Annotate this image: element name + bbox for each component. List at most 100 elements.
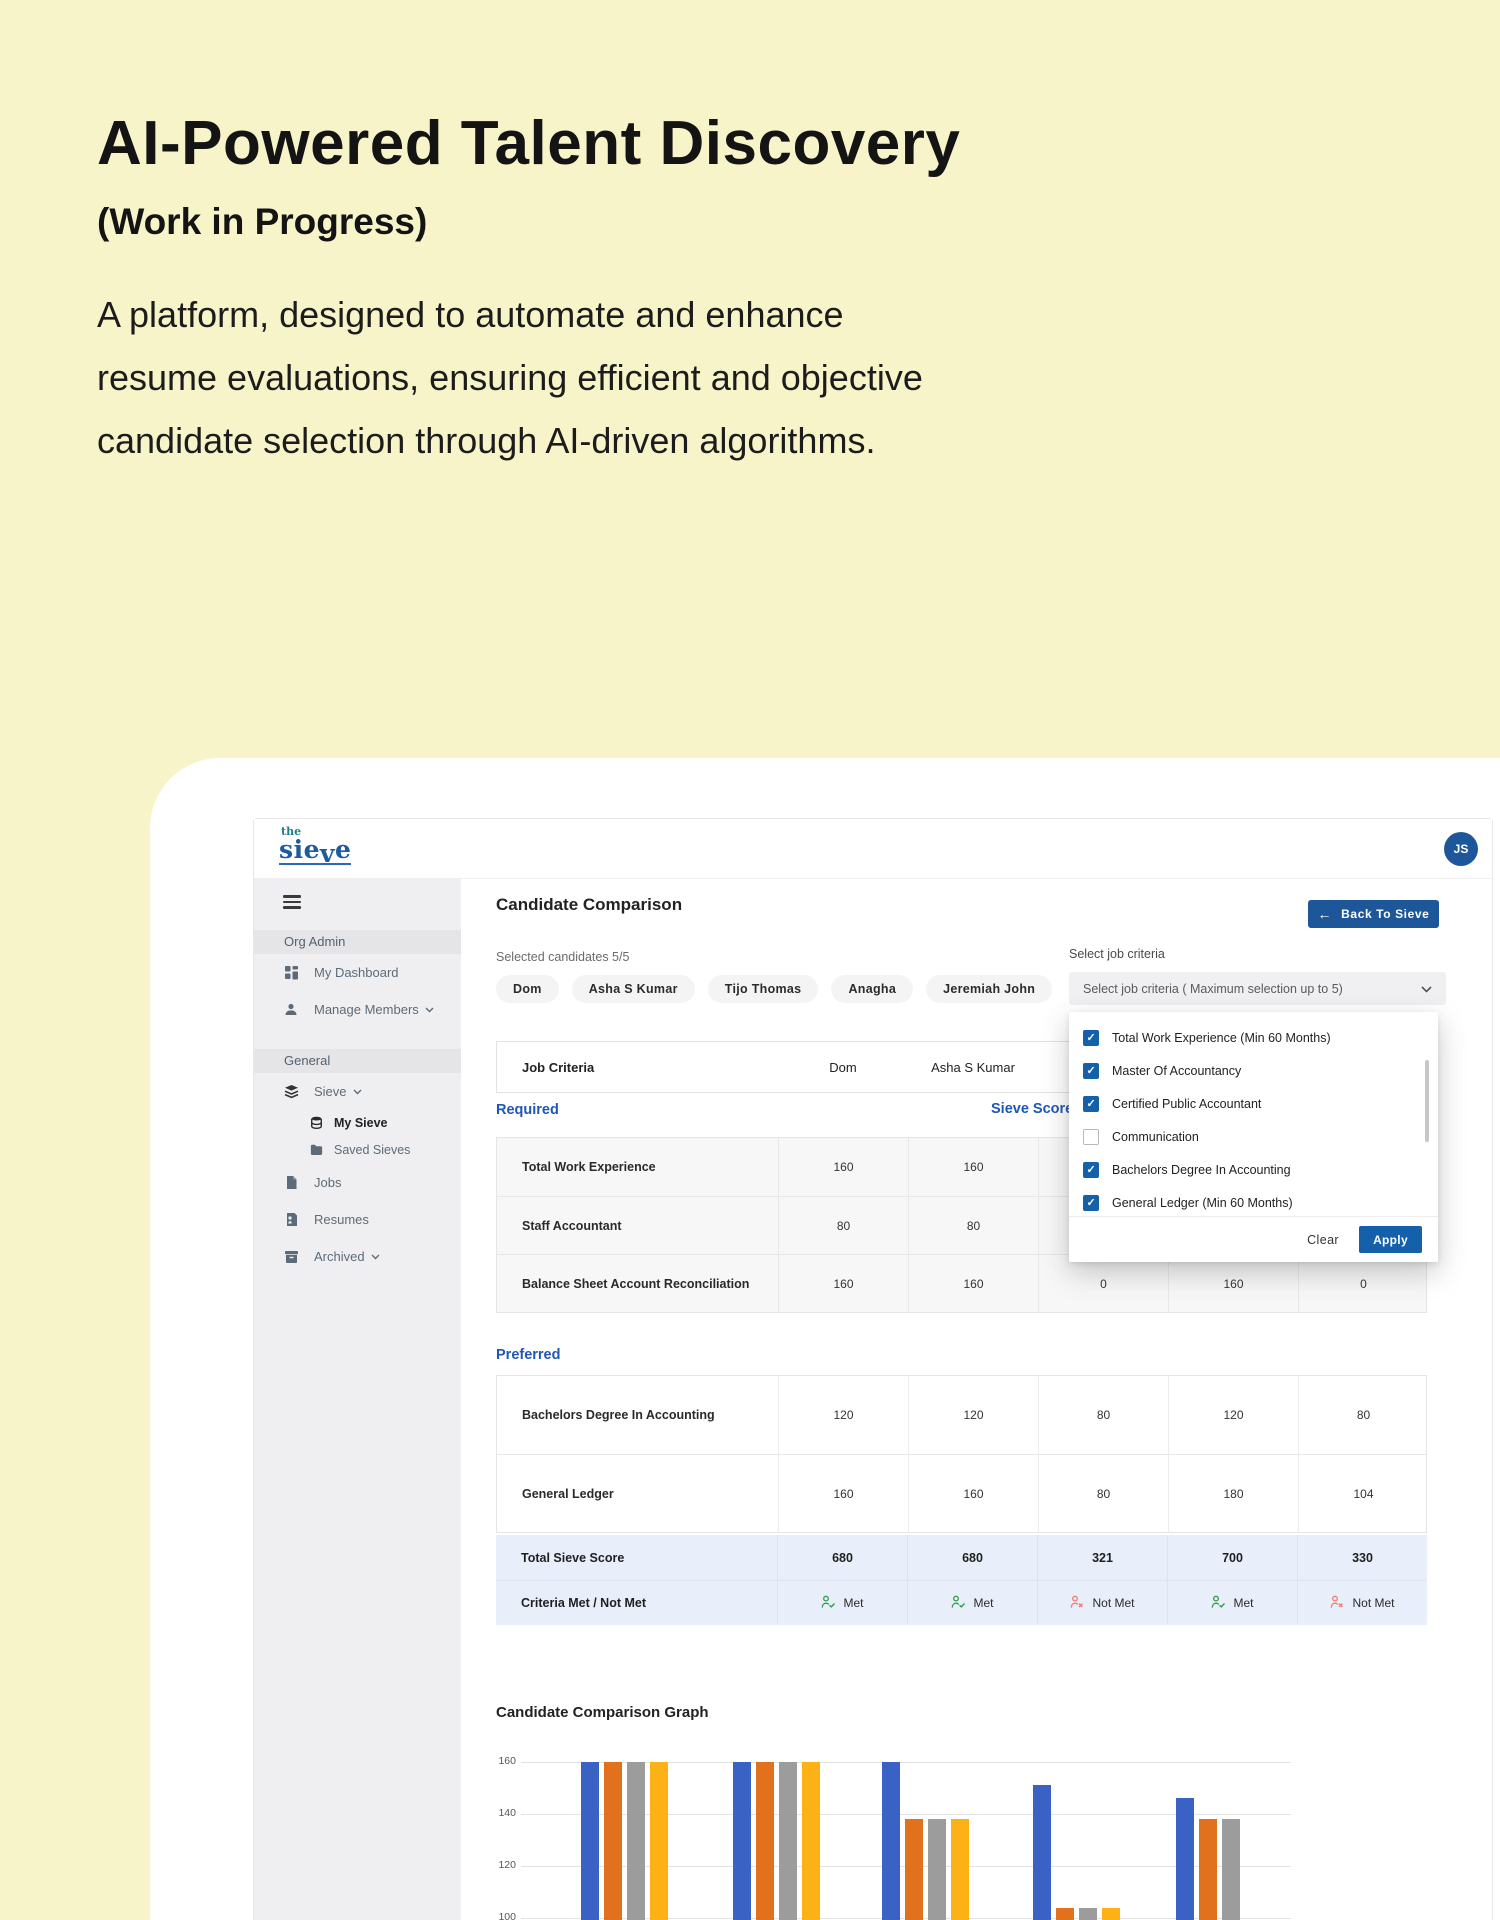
app-screenshot-card: the sieve JS Org Admin My Dashboard: [253, 818, 1493, 1920]
gridline: 160: [498, 1755, 1291, 1767]
bar-chart: 160 140 120 100: [496, 1744, 1427, 1920]
gridline: 140: [498, 1807, 1291, 1819]
bar-gray-group3: [928, 1819, 946, 1920]
bar-orange-group3: [905, 1819, 923, 1920]
dropdown-options: Total Work Experience (Min 60 Months) Ma…: [1069, 1012, 1438, 1219]
preferred-label: Preferred: [496, 1347, 561, 1363]
chevron-down-icon: [353, 1089, 362, 1095]
candidate-chip[interactable]: Jeremiah John: [926, 975, 1053, 1003]
apply-button[interactable]: Apply: [1359, 1226, 1422, 1253]
sidebar-item-label: Resumes: [314, 1211, 369, 1227]
job-criteria-select[interactable]: Select job criteria ( Maximum selection …: [1069, 972, 1446, 1005]
y-tick-label: 140: [498, 1807, 516, 1819]
candidate-chip[interactable]: Dom: [496, 975, 559, 1003]
status-badge: Met: [951, 1595, 994, 1612]
preferred-table: Bachelors Degree In Accounting 120 120 8…: [496, 1375, 1427, 1533]
criteria-met-row: Criteria Met / Not Met Met Met Not Met M…: [496, 1580, 1427, 1625]
bar-yellow-group1: [650, 1762, 668, 1920]
required-section-line: Required Sieve Score: [496, 1101, 1427, 1123]
bar-orange-group2: [756, 1762, 774, 1920]
candidate-chip[interactable]: Anagha: [831, 975, 914, 1003]
y-tick-label: 120: [498, 1859, 516, 1871]
sidebar-item-my-dashboard[interactable]: My Dashboard: [254, 954, 461, 991]
criteria-option-2[interactable]: Certified Public Accountant: [1083, 1087, 1438, 1120]
page-heading: Candidate Comparison: [496, 895, 683, 914]
chart-plot: [521, 1744, 1291, 1920]
chevron-down-icon: [425, 1007, 434, 1013]
criteria-option-5[interactable]: General Ledger (Min 60 Months): [1083, 1186, 1438, 1219]
criteria-option-3[interactable]: Communication: [1083, 1120, 1438, 1153]
hero-description: A platform, designed to automate and enh…: [97, 283, 1277, 472]
candidate-chip[interactable]: Asha S Kumar: [571, 975, 695, 1003]
bar-orange-group5: [1199, 1819, 1217, 1920]
hero-subtitle: (Work in Progress): [97, 201, 428, 242]
sidebar-item-resumes[interactable]: Resumes: [254, 1201, 461, 1238]
status-badge: Met: [821, 1595, 864, 1612]
checkbox[interactable]: [1083, 1062, 1099, 1079]
candidate-chip[interactable]: Tijo Thomas: [707, 975, 819, 1003]
column-header: Dom: [829, 1059, 857, 1075]
hero-title: AI-Powered Talent Discovery: [97, 109, 961, 178]
bar-blue-group5: [1176, 1798, 1194, 1920]
person-check-icon: [951, 1595, 966, 1612]
person-x-icon: [1070, 1595, 1085, 1612]
bar-gray-group5: [1222, 1819, 1240, 1920]
sidebar-item-my-sieve[interactable]: My Sieve: [254, 1110, 461, 1137]
criteria-option-1[interactable]: Master Of Accountancy: [1083, 1054, 1438, 1087]
logo-sieve-text: sieve: [279, 835, 352, 868]
criteria-option-4[interactable]: Bachelors Degree In Accounting: [1083, 1153, 1438, 1186]
sidebar-item-saved-sieves[interactable]: Saved Sieves: [254, 1137, 461, 1164]
column-header: Job Criteria: [522, 1059, 595, 1075]
sidebar-item-jobs[interactable]: Jobs: [254, 1164, 461, 1201]
checkbox[interactable]: [1083, 1029, 1099, 1046]
avatar[interactable]: JS: [1444, 832, 1478, 866]
checkbox[interactable]: [1083, 1161, 1099, 1178]
person-check-icon: [1211, 1595, 1226, 1612]
sidebar-item-archived[interactable]: Archived: [254, 1238, 461, 1275]
sidebar-item-label: My Dashboard: [314, 964, 399, 980]
table-row: Bachelors Degree In Accounting 120 120 8…: [497, 1376, 1426, 1454]
sidebar-item-label: Archived: [314, 1248, 365, 1264]
dropdown-footer: Clear Apply: [1069, 1216, 1438, 1262]
status-badge: Met: [1211, 1595, 1254, 1612]
layers-icon: [284, 1084, 299, 1099]
clear-button[interactable]: Clear: [1307, 1232, 1339, 1247]
person-x-icon: [1330, 1595, 1345, 1612]
table-row: Total Work Experience 160 160: [497, 1138, 1426, 1196]
sidebar-section-general: General: [254, 1048, 461, 1073]
app-logo[interactable]: the sieve: [279, 826, 352, 868]
menu-icon[interactable]: [283, 895, 301, 909]
sidebar-item-sieve[interactable]: Sieve: [254, 1073, 461, 1110]
bar-gray-group1: [627, 1762, 645, 1920]
back-to-sieve-button[interactable]: ← Back To Sieve: [1308, 900, 1439, 928]
person-check-icon: [821, 1595, 836, 1612]
app-header: the sieve JS: [254, 819, 1492, 879]
sidebar-item-label: Manage Members: [314, 1001, 419, 1017]
checkbox[interactable]: [1083, 1095, 1099, 1112]
bar-blue-group1: [581, 1762, 599, 1920]
app-body: Org Admin My Dashboard Manage Members: [254, 879, 1492, 1920]
resume-icon: [284, 1212, 299, 1227]
back-arrow-icon: ←: [1317, 906, 1333, 922]
document-icon: [284, 1175, 299, 1190]
bar-yellow-group2: [802, 1762, 820, 1920]
hero-description-line: A platform, designed to automate and enh…: [97, 294, 844, 335]
sidebar-item-label: Jobs: [314, 1174, 342, 1190]
status-badge: Not Met: [1070, 1595, 1135, 1612]
checkbox[interactable]: [1083, 1128, 1099, 1145]
hero-section: AI-Powered Talent Discovery (Work in Pro…: [97, 108, 1277, 472]
bar-yellow-group3: [951, 1819, 969, 1920]
bar-yellow-group4: [1102, 1907, 1120, 1920]
members-icon: [284, 1002, 299, 1017]
sidebar-item-label: Sieve: [314, 1083, 347, 1099]
job-criteria-dropdown: Total Work Experience (Min 60 Months) Ma…: [1069, 1012, 1438, 1262]
sidebar-item-label: Saved Sieves: [334, 1143, 411, 1157]
selected-candidates-label: Selected candidates 5/5: [496, 950, 630, 964]
required-label: Required: [496, 1102, 559, 1118]
chevron-down-icon: [1421, 982, 1432, 996]
scrollbar[interactable]: [1425, 1060, 1429, 1142]
summary-table: Total Sieve Score 680 680 321 700 330 Cr…: [496, 1535, 1427, 1625]
checkbox[interactable]: [1083, 1194, 1099, 1211]
sidebar-item-manage-members[interactable]: Manage Members: [254, 991, 461, 1028]
criteria-option-0[interactable]: Total Work Experience (Min 60 Months): [1083, 1021, 1438, 1054]
